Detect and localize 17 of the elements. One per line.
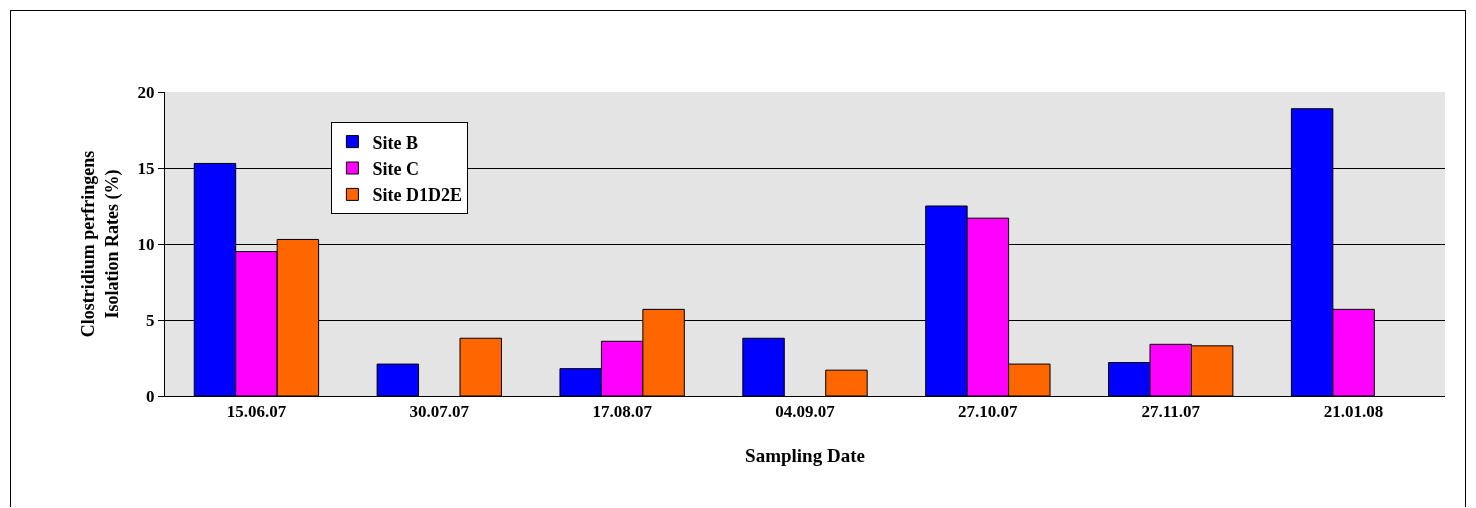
y-tick-label: 10 (137, 234, 155, 254)
x-tick-label: 17.08.07 (592, 402, 653, 422)
y-axis-title: Clostridium perfringens Isolation Rates (%) (78, 150, 123, 338)
legend-label: Site B (372, 132, 418, 153)
x-tick-label: 27.11.07 (1141, 402, 1201, 422)
x-tick-label: 15.06.07 (226, 402, 287, 422)
x-tick-label: 27.10.07 (958, 402, 1019, 422)
legend-label: Site C (372, 159, 419, 180)
y-tick-label: 20 (137, 82, 155, 102)
x-axis-title: Sampling Date (745, 445, 865, 467)
x-tick-label: 30.07.07 (409, 402, 470, 422)
legend-label: Site D1D2E (372, 185, 462, 206)
y-tick-label: 5 (146, 310, 155, 330)
y-tick-label: 0 (146, 386, 155, 406)
y-tick-label: 15 (137, 158, 155, 178)
x-tick-label: 04.09.07 (775, 402, 836, 422)
x-tick-label: 21.01.08 (1323, 402, 1384, 422)
